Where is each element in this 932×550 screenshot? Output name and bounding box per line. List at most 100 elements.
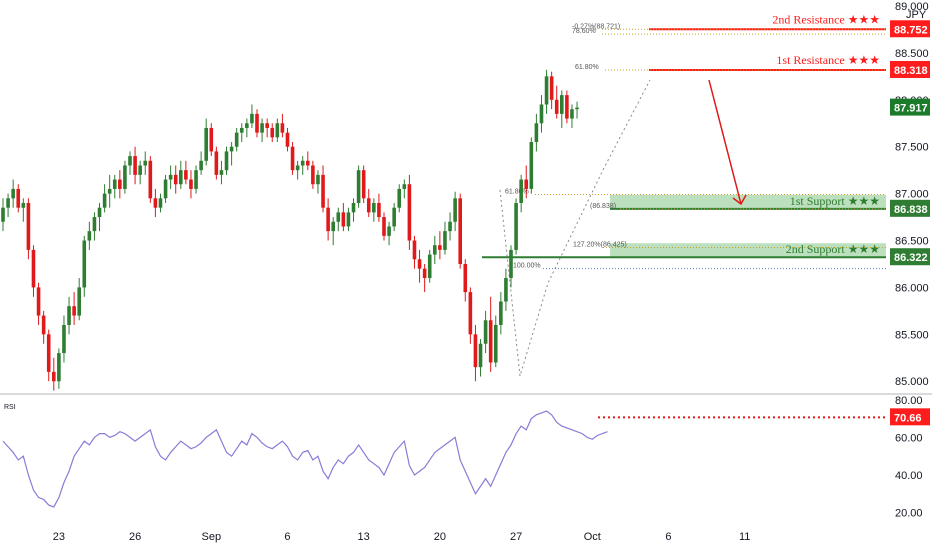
time-tick-label: 13	[358, 531, 370, 543]
time-tick-label: 23	[53, 531, 65, 543]
candle-body	[87, 231, 92, 241]
candle-body	[118, 179, 122, 189]
candle-body	[488, 320, 493, 363]
candle-body	[463, 263, 468, 293]
candle-body	[509, 249, 513, 279]
candle-body	[143, 160, 148, 166]
candle-body	[306, 160, 310, 166]
price-tick-label: 85.000	[895, 376, 929, 388]
candle-body	[453, 198, 457, 222]
candle-body	[270, 127, 275, 138]
time-tick-label: 27	[510, 531, 522, 543]
price-badge-label: 86.322	[894, 252, 928, 264]
candle-body	[153, 198, 158, 208]
fib-swing-path	[499, 79, 651, 377]
rsi-tick-label: 40.00	[895, 470, 923, 482]
candle-body	[1, 207, 5, 222]
candle-body	[41, 315, 46, 335]
candle-body	[402, 184, 407, 189]
candle-body	[295, 165, 300, 171]
candle-body	[372, 203, 376, 213]
candle-body	[209, 127, 214, 152]
candle-body	[473, 334, 478, 368]
candle-body	[382, 217, 386, 236]
price-tick-label: 88.500	[895, 48, 929, 60]
candle-body	[478, 343, 483, 368]
candle-body	[265, 123, 269, 128]
fib-label: 100.00%	[513, 263, 541, 270]
price-badge-label: 88.752	[894, 24, 928, 36]
candle-body	[407, 184, 412, 241]
fib-label: 78.60%	[572, 28, 596, 35]
candle-body	[77, 287, 81, 316]
candle-body	[67, 306, 71, 325]
candle-body	[351, 203, 356, 213]
candle-body	[549, 76, 554, 100]
candle-body	[433, 245, 437, 255]
candle-body	[346, 212, 351, 227]
candle-body	[427, 254, 432, 279]
candle-body	[219, 170, 224, 175]
time-tick-label: 20	[434, 531, 446, 543]
candle-body	[46, 334, 51, 372]
candle-body	[392, 207, 396, 227]
candle-body	[148, 160, 153, 199]
price-badge	[890, 248, 930, 266]
candle-body	[280, 123, 285, 133]
time-tick-label: Oct	[584, 531, 601, 543]
price-badge-label: 86.838	[894, 204, 928, 216]
candle-body	[331, 221, 335, 232]
candle-body	[417, 259, 422, 269]
candle-body	[565, 95, 569, 119]
candle-body	[316, 174, 320, 185]
candle-body	[245, 123, 249, 128]
candle-body	[483, 320, 488, 344]
fib-label: (86.838)	[590, 203, 616, 210]
rsi-line	[2, 410, 608, 508]
price-badge	[890, 98, 930, 116]
candle-body	[560, 95, 564, 114]
price-badge	[890, 60, 930, 78]
candle-body	[234, 132, 239, 147]
price-badge	[890, 199, 930, 217]
candle-body	[387, 226, 391, 236]
candle-body	[31, 249, 36, 288]
support-zone	[610, 243, 886, 258]
candle-body	[397, 188, 402, 208]
candle-body	[260, 123, 264, 133]
price-badge-label: 88.318	[894, 65, 928, 77]
candle-body	[158, 198, 163, 208]
time-tick-label: Sep	[201, 531, 221, 543]
candle-body	[377, 203, 381, 218]
rsi-axis[interactable]: 20.00 40.00 60.00 80.00	[895, 395, 923, 520]
candle-body	[128, 156, 132, 166]
candle-body	[493, 324, 498, 363]
support-label: 2nd Support ★★★	[786, 242, 880, 256]
time-tick-label: 11	[739, 531, 750, 543]
rsi-pane[interactable]	[2, 410, 886, 508]
price-axis[interactable]: 85.00085.50086.00086.50087.00087.50088.0…	[895, 1, 929, 388]
candle-body	[6, 198, 10, 208]
candle-body	[168, 174, 173, 180]
candle-body	[356, 170, 361, 203]
candle-body	[341, 212, 346, 227]
candle-body	[112, 179, 117, 189]
fibonacci-layer: -0.27%(88.721)78.60% 61.80% 61.80% (86.838)…	[499, 23, 886, 377]
candle-body	[458, 198, 462, 264]
candle-body	[366, 198, 371, 213]
candle-body	[250, 113, 254, 124]
support-zone	[610, 194, 886, 209]
candle-body	[529, 142, 534, 189]
candle-body	[361, 170, 366, 199]
candle-body	[229, 146, 234, 152]
candle-body	[443, 231, 447, 250]
time-axis[interactable]: 23 26 Sep 6 13 20 27 Oct 6 11	[53, 531, 751, 543]
candle-body	[21, 203, 26, 208]
price-tick-label: 85.500	[895, 329, 929, 341]
candle-body	[300, 160, 305, 166]
price-tick-label: 87.500	[895, 142, 929, 154]
candle-body	[438, 245, 442, 250]
candle-body	[285, 132, 290, 147]
resistance-label: 2nd Resistance ★★★	[772, 12, 880, 26]
